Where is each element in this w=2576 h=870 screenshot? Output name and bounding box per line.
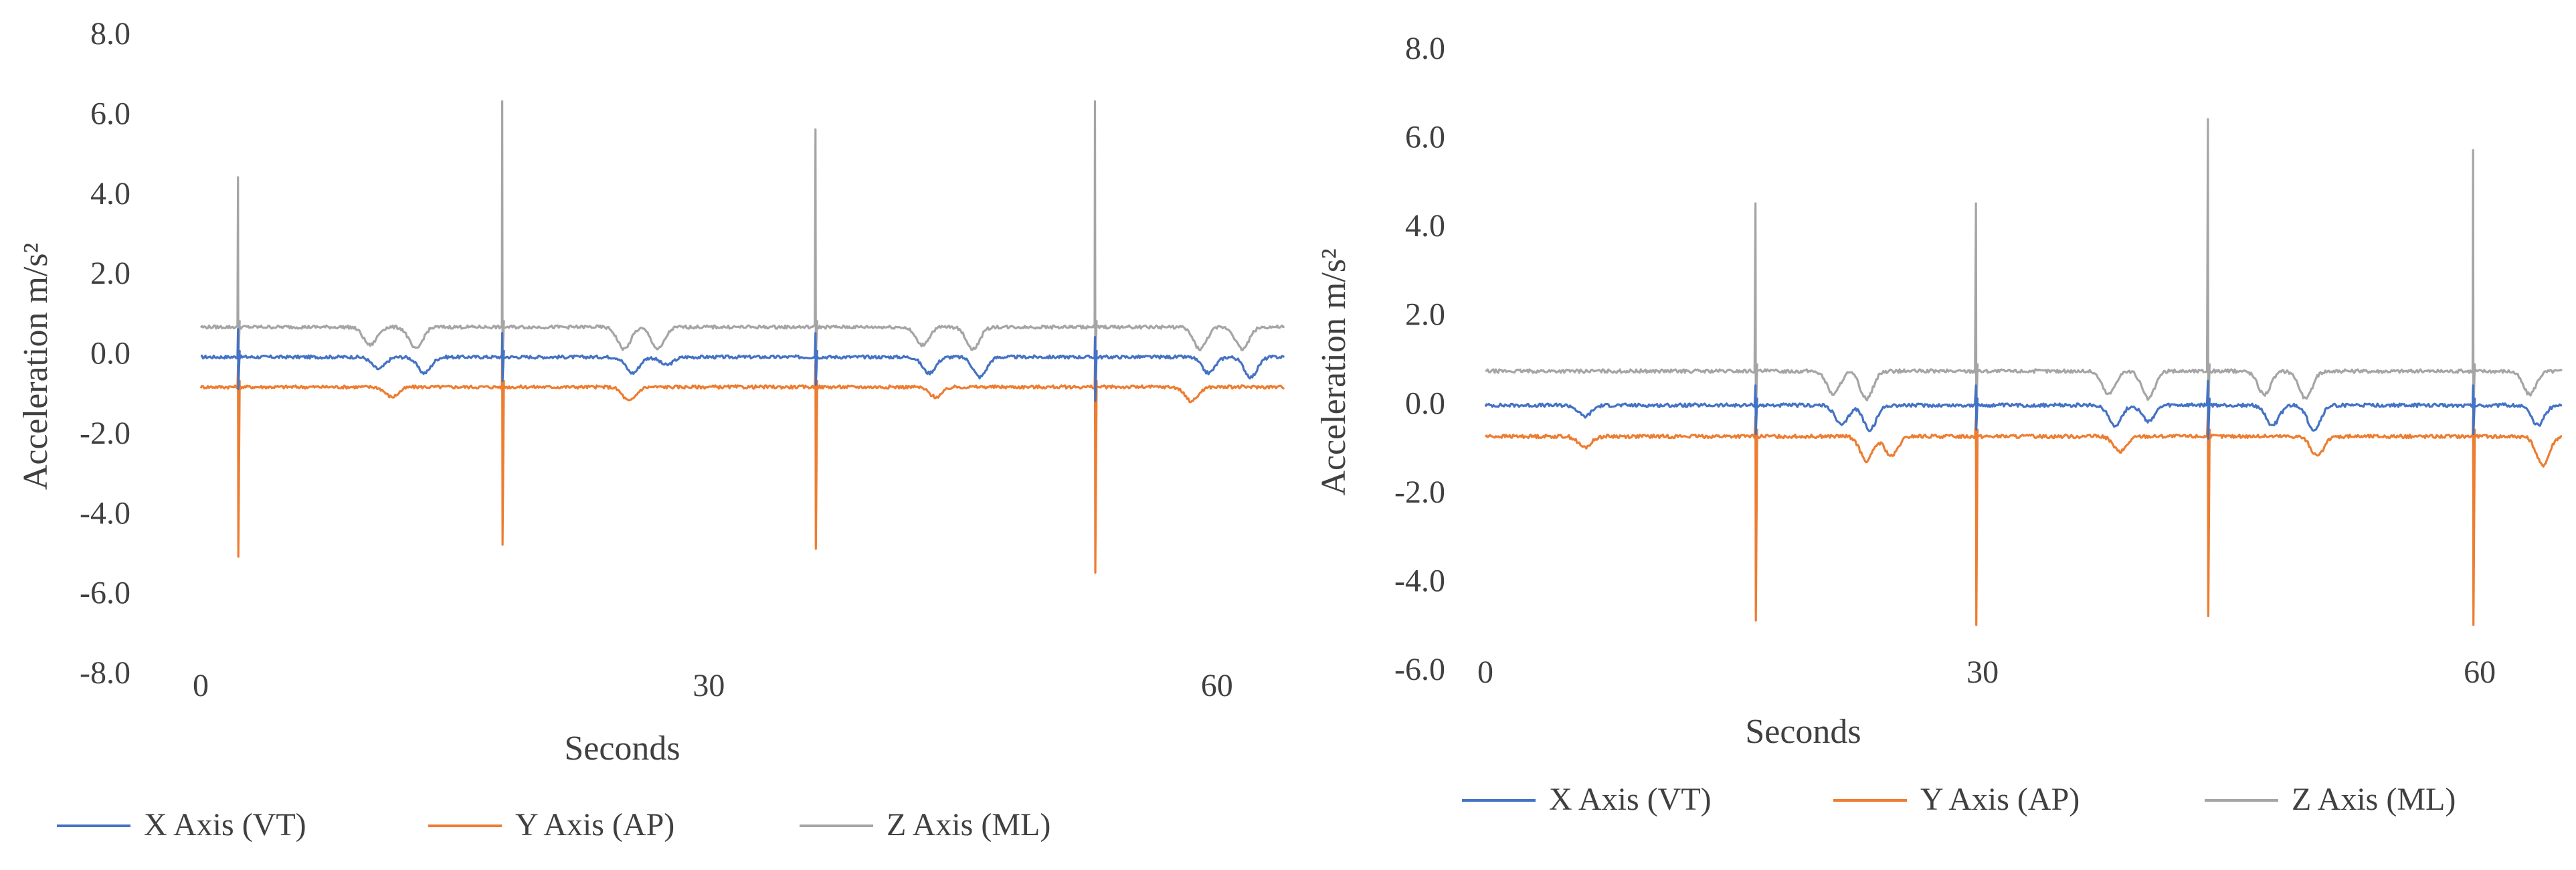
y-tick-label: -2.0 [1394, 474, 1445, 510]
legend-label: X Axis (VT) [1549, 782, 1712, 817]
y-tick-label: -4.0 [1394, 563, 1445, 598]
x-axis-title: Seconds [1745, 713, 1861, 751]
y-tick-label: 4.0 [90, 176, 130, 211]
x-tick-label: 0 [193, 668, 209, 703]
y-tick-label: 8.0 [90, 16, 130, 52]
y-tick-label: 2.0 [90, 256, 130, 291]
y-tick-label: 4.0 [1405, 208, 1445, 244]
x-tick-label: 0 [1477, 655, 1493, 690]
y-tick-label: 6.0 [90, 96, 130, 131]
x-tick-label: 30 [693, 668, 725, 703]
legend-label: Z Axis (ML) [2292, 782, 2456, 817]
y-tick-label: 6.0 [1405, 120, 1445, 155]
y-tick-label: 8.0 [1405, 31, 1445, 66]
y-tick-label: 0.0 [1405, 385, 1445, 421]
y-tick-label: -6.0 [1394, 652, 1445, 687]
series-line-z-axis-ml [199, 100, 1285, 366]
x-tick-label: 60 [1201, 668, 1233, 703]
x-tick-label: 30 [1966, 655, 1999, 690]
series-line-x-axis-vt [200, 328, 1285, 402]
x-tick-label: 60 [2464, 655, 2496, 690]
legend-label: Y Axis (AP) [515, 807, 674, 843]
y-tick-label: -6.0 [80, 576, 130, 611]
y-axis-title: Acceleration m/s² [1315, 248, 1353, 495]
y-tick-label: -2.0 [80, 416, 130, 451]
legend-label: Z Axis (ML) [887, 807, 1050, 843]
series-line-y-axis-ap [199, 344, 1285, 574]
series-line-z-axis-ml [1485, 118, 2563, 422]
series-line-x-axis-vt [1484, 379, 2563, 440]
y-tick-label: 0.0 [90, 336, 130, 371]
y-tick-label: 2.0 [1405, 297, 1445, 333]
x-axis-title: Seconds [564, 729, 680, 768]
chart-right: 8.0 6.0 4.0 2.0 0.0 -2.0 -4.0 -6.0 0 30 60 Seconds A… [1315, 31, 2563, 817]
y-axis-title: Acceleration m/s² [17, 243, 55, 490]
chart-left: 8.0 6.0 4.0 2.0 0.0 -2.0 -4.0 -6.0 -8.0 0 30 60 Seco… [17, 16, 1285, 843]
y-tick-label: -8.0 [80, 655, 130, 691]
legend-label: X Axis (VT) [144, 807, 306, 843]
legend-label: Y Axis (AP) [1920, 782, 2080, 817]
y-tick-label: -4.0 [80, 495, 130, 531]
series-line-y-axis-ap [1484, 410, 2562, 626]
